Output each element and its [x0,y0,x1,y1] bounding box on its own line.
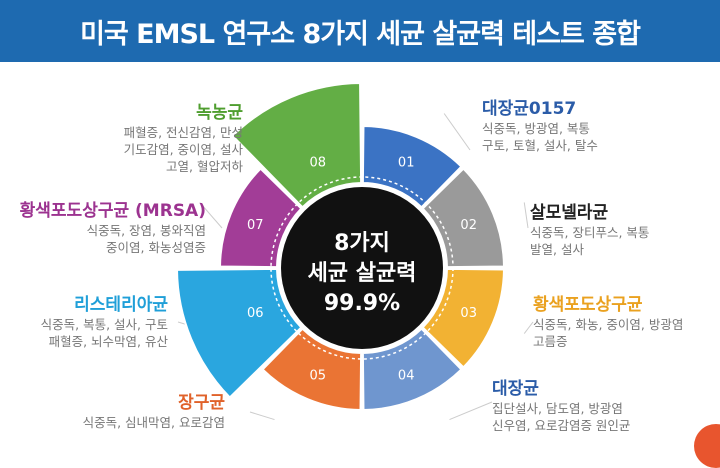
bacteria-block-8: 녹농균 패혈증, 전신감염, 만성 기도감염, 중이염, 설사 고열, 혈압저하 [124,102,243,175]
bacteria-desc-8-line-2: 기도감염, 중이염, 설사 [123,142,243,157]
center-text-line-3: 99.9% [324,291,400,316]
bacteria-name-7: 황색포도상구균 (MRSA) [19,201,206,221]
segment-04 [361,327,463,412]
bacteria-desc-7-line-1: 식중독, 장염, 봉와직염 [86,223,206,238]
bacteria-desc-6-line-2: 패혈증, 뇌수막염, 유산 [48,334,168,349]
bacteria-block-6: 리스테리아균 식중독, 복통, 설사, 구토 패혈증, 뇌수막염, 유산 [41,294,168,350]
bacteria-desc-1-line-2: 구토, 토혈, 설사, 탈수 [482,138,598,153]
bacteria-block-4: 대장균 집단설사, 담도염, 방광염 신우염, 요로감염증 원인균 [492,378,630,434]
bacteria-name-6: 리스테리아균 [74,295,168,315]
segment-number-01: 01 [398,155,415,170]
connector-line-4 [449,401,493,421]
center-text-line-2: 세균 살균력 [308,261,417,286]
segment-number-07: 07 [247,218,264,233]
segment-number-06: 06 [247,306,264,321]
segment-number-08: 08 [310,155,327,170]
bacteria-desc-8-line-3: 고열, 혈압저하 [166,159,243,174]
connector-line-1 [443,113,471,151]
segment-number-04: 04 [398,369,415,384]
bacteria-name-1: 대장균0157 [482,99,577,119]
bacteria-desc-4-line-1: 집단설사, 담도염, 방광염 [492,401,623,416]
connector-line-2 [523,202,529,229]
segment-03 [421,267,506,369]
segment-number-02: 02 [460,218,477,233]
inner-dashed-ring [270,176,454,360]
segment-08 [231,81,363,209]
bacteria-desc-8-line-1: 패혈증, 전신감염, 만성 [123,125,243,140]
segment-number-05: 05 [310,369,327,384]
bacteria-block-5: 장구균 식중독, 심내막염, 요로감염 [83,392,225,431]
bacteria-name-5: 장구균 [178,393,225,413]
bacteria-name-3: 황색포도상구균 [533,295,643,315]
segment-02 [421,167,506,269]
segment-01 [361,124,463,209]
center-circle [281,187,443,349]
segment-07 [218,167,303,269]
bacteria-name-8: 녹농균 [196,103,243,123]
segment-05 [261,327,363,412]
bacteria-desc-6-line-1: 식중독, 복통, 설사, 구토 [40,317,168,332]
bacteria-desc-1-line-1: 식중독, 방광염, 복통 [482,121,590,136]
connector-line-5 [249,411,275,421]
connector-line-7 [199,202,223,229]
bacteria-desc-2-line-1: 식중독, 장티푸스, 복통 [530,225,650,240]
bacteria-desc-7-line-2: 중이염, 화농성염증 [106,240,206,255]
bacteria-block-3: 황색포도상구균 식중독, 화농, 중이염, 방광염 고름증 [533,294,683,350]
bacteria-desc-3-line-1: 식중독, 화농, 중이염, 방광염 [533,317,684,332]
bacteria-block-2: 살모넬라균 식중독, 장티푸스, 복통 발열, 설사 [530,202,649,258]
center-text-line-1: 8가지 [334,231,390,256]
bacteria-desc-5-line-1: 식중독, 심내막염, 요로감염 [82,415,225,430]
connector-line-3 [523,321,534,334]
bacteria-block-7: 황색포도상구균 (MRSA) 식중독, 장염, 봉와직염 중이염, 화농성염증 [20,200,206,256]
segment-06 [175,267,303,399]
segment-number-03: 03 [460,306,477,321]
bacteria-block-1: 대장균0157 식중독, 방광염, 복통 구토, 토혈, 설사, 탈수 [482,98,598,154]
bacteria-name-2: 살모넬라균 [530,203,609,223]
bacteria-desc-3-line-2: 고름증 [533,334,568,349]
bacteria-desc-4-line-2: 신우염, 요로감염증 원인균 [492,418,631,433]
bacteria-desc-2-line-2: 발열, 설사 [530,242,584,257]
page-title: 미국 EMSL 연구소 8가지 세균 살균력 테스트 종합 [0,0,720,62]
bacteria-name-4: 대장균 [492,379,539,399]
